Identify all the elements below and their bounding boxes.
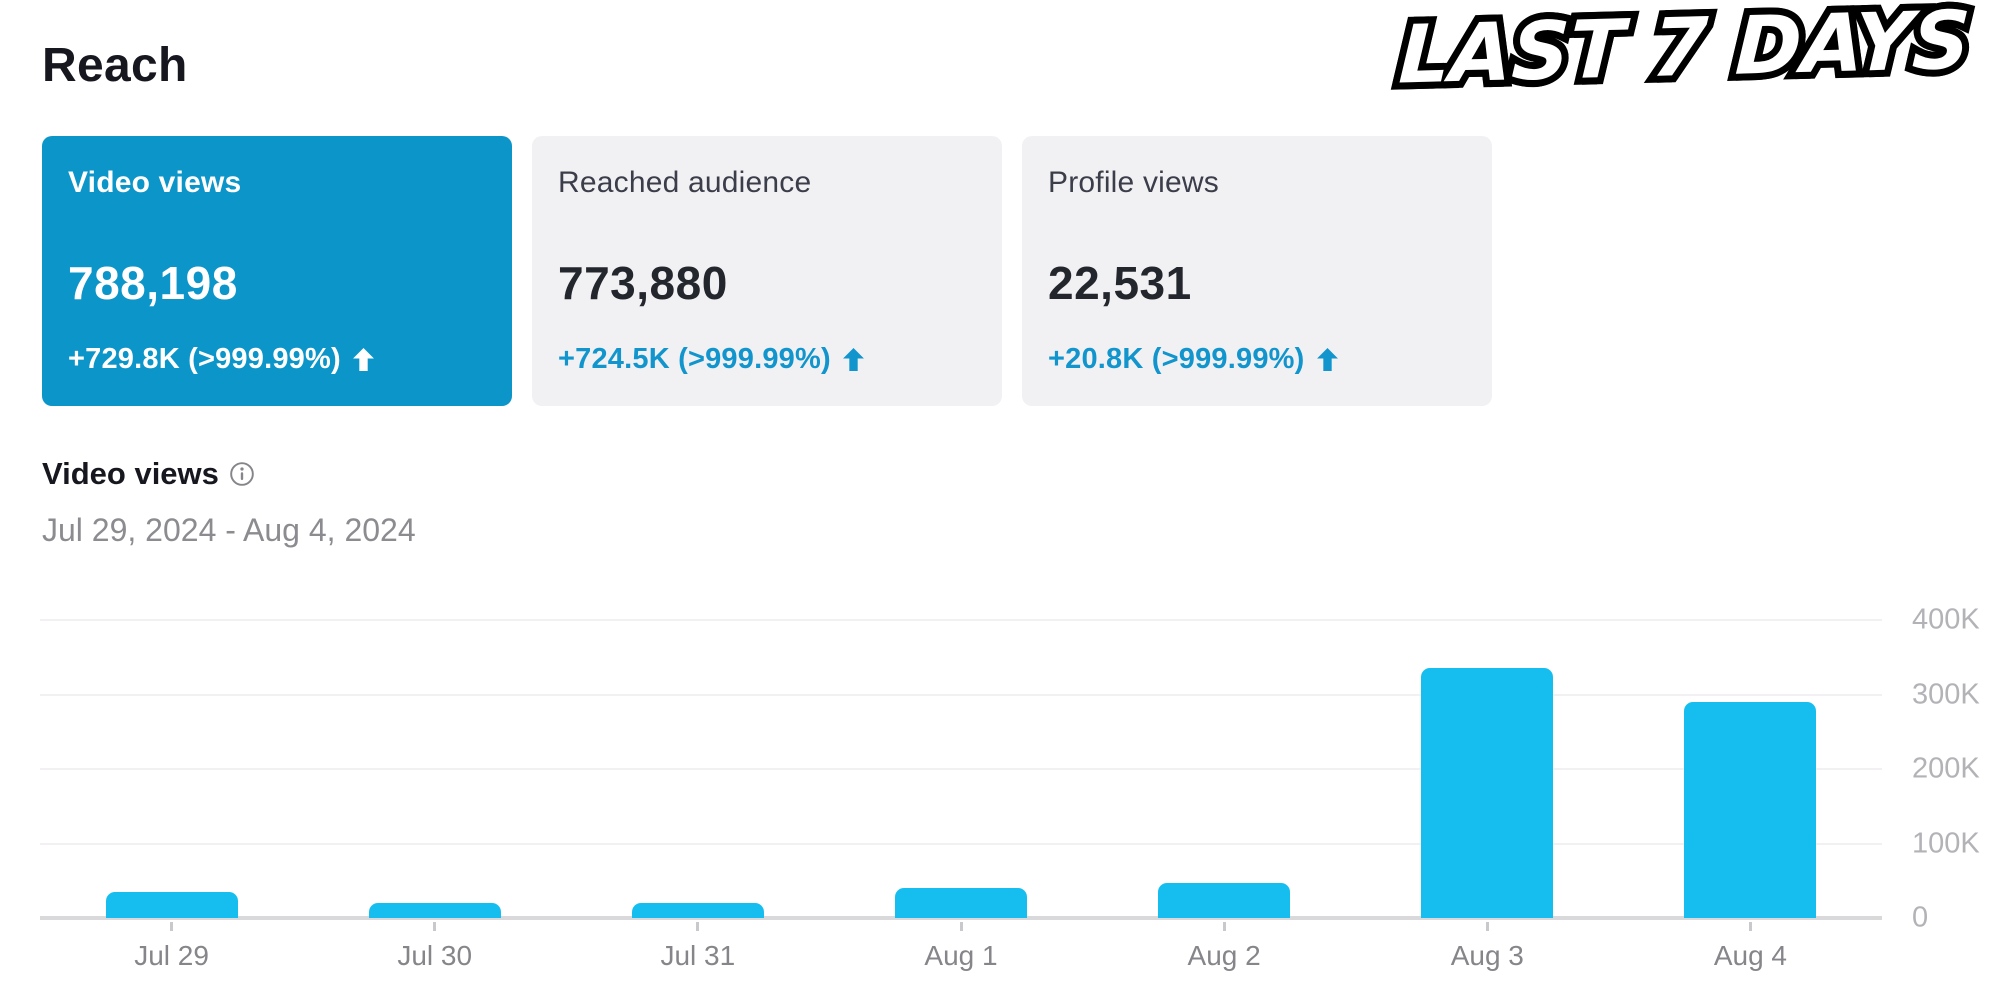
x-axis-label: Aug 3 bbox=[1450, 940, 1524, 971]
sticker-text: LAST 7 DAYS bbox=[1396, 0, 1972, 102]
card-title: Profile views bbox=[1048, 166, 1219, 199]
y-axis-label: 100K bbox=[1912, 827, 1980, 859]
x-axis-label: Aug 2 bbox=[1187, 940, 1261, 971]
up-arrow-icon bbox=[352, 348, 374, 371]
x-axis-tick bbox=[1748, 922, 1752, 931]
last-7-days-sticker: LAST 7 DAYS LAST 7 DAYS bbox=[1390, 0, 1979, 109]
card-title: Reached audience bbox=[558, 166, 812, 199]
x-axis-label: Aug 1 bbox=[924, 940, 998, 971]
x-axis-tick bbox=[1485, 922, 1489, 931]
chart-section-title: Video views bbox=[42, 456, 255, 492]
chart-bar-jul-30[interactable] bbox=[368, 903, 501, 918]
gridline bbox=[40, 842, 1882, 845]
chart-bar-aug-4[interactable] bbox=[1684, 702, 1817, 918]
card-change-text: +724.5K (>999.99%) bbox=[558, 343, 831, 375]
x-axis-label: Aug 4 bbox=[1713, 940, 1788, 971]
metric-cards: Video views 788,198 +729.8K (>999.99%) R… bbox=[42, 136, 1492, 406]
card-change-text: +20.8K (>999.99%) bbox=[1048, 343, 1305, 375]
x-axis-tick bbox=[696, 922, 700, 931]
card-value: 773,880 bbox=[558, 257, 728, 309]
x-axis-tick bbox=[170, 922, 174, 931]
chart-bar-aug-3[interactable] bbox=[1421, 668, 1554, 918]
gridline bbox=[40, 619, 1882, 621]
card-title: Video views bbox=[68, 166, 242, 199]
gridline bbox=[40, 768, 1882, 770]
x-axis-tick bbox=[1222, 922, 1226, 931]
info-icon[interactable] bbox=[229, 461, 255, 487]
y-axis-label: 0 bbox=[1912, 901, 1929, 934]
card-reached-audience[interactable]: Reached audience 773,880 +724.5K (>999.9… bbox=[532, 136, 1002, 406]
card-profile-views[interactable]: Profile views 22,531 +20.8K (>999.99%) bbox=[1022, 136, 1492, 406]
chart-bar-aug-2[interactable] bbox=[1158, 883, 1291, 918]
y-axis-label: 400K bbox=[1912, 603, 1980, 636]
card-video-views[interactable]: Video views 788,198 +729.8K (>999.99%) bbox=[42, 136, 512, 406]
x-axis-tick bbox=[959, 922, 963, 931]
x-axis-label: Jul 31 bbox=[660, 940, 736, 971]
chart-bar-jul-31[interactable] bbox=[631, 903, 764, 918]
card-change: +20.8K (>999.99%) bbox=[1048, 343, 1338, 376]
y-axis-label: 200K bbox=[1912, 752, 1980, 785]
up-arrow-icon bbox=[842, 348, 864, 371]
chart-bar-aug-1[interactable] bbox=[895, 888, 1027, 918]
x-axis-tick bbox=[433, 922, 437, 931]
card-change-text: +729.8K (>999.99%) bbox=[68, 343, 341, 375]
x-axis-line bbox=[40, 916, 1882, 920]
card-value: 788,198 bbox=[68, 257, 238, 309]
card-change: +724.5K (>999.99%) bbox=[558, 343, 864, 376]
x-axis-label: Jul 30 bbox=[397, 940, 473, 971]
gridline bbox=[40, 693, 1882, 696]
x-axis-label: Jul 29 bbox=[134, 940, 209, 971]
y-axis-label: 300K bbox=[1912, 678, 1980, 710]
video-views-bar-chart: 400K 300K 200K 100K 0 Jul 29 Jul 30 Jul 31 Aug 1… bbox=[40, 604, 1980, 971]
card-value: 22,531 bbox=[1048, 257, 1192, 309]
chart-date-range: Jul 29, 2024 - Aug 4, 2024 bbox=[42, 512, 416, 548]
card-change: +729.8K (>999.99%) bbox=[68, 343, 374, 376]
up-arrow-icon bbox=[1316, 348, 1338, 371]
page-title: Reach bbox=[42, 39, 188, 93]
chart-bar-jul-29[interactable] bbox=[105, 892, 238, 918]
chart-title-text: Video views bbox=[42, 456, 219, 491]
